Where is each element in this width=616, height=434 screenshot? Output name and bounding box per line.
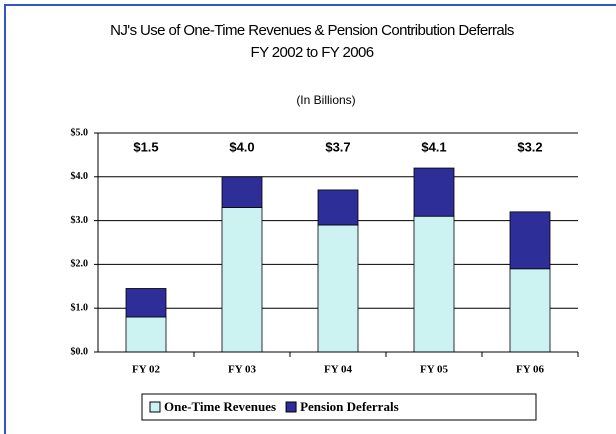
bar-segment (413, 167, 455, 217)
total-label: $3.2 (517, 139, 542, 154)
total-label: $1.5 (133, 139, 158, 154)
chart-title: NJ's Use of One-Time Revenues & Pension … (110, 22, 514, 39)
total-label: $4.1 (421, 139, 446, 154)
y-tick-label: $1.0 (71, 302, 89, 313)
bar-segment (509, 211, 551, 270)
x-tick-label: FY 04 (324, 364, 353, 376)
bar-segment (413, 215, 455, 353)
legend-box (141, 393, 537, 421)
bar-segment (221, 176, 263, 208)
bar-segment (125, 316, 167, 353)
bar-segment (317, 189, 359, 226)
y-tick-label: $5.0 (71, 127, 89, 138)
x-tick-label: FY 02 (132, 364, 161, 376)
x-tick-label: FY 05 (420, 364, 449, 376)
chart-subtitle: FY 2002 to FY 2006 (251, 44, 374, 61)
x-tick-label: FY 06 (516, 364, 545, 376)
frame (4, 4, 616, 434)
legend-label: Pension Deferrals (300, 399, 399, 414)
total-label: $3.7 (325, 139, 350, 154)
bar-segment (125, 288, 167, 318)
y-tick-label: $2.0 (71, 259, 89, 270)
legend-swatch (285, 401, 297, 413)
legend-swatch (149, 401, 161, 413)
units-note: (In Billions) (296, 93, 355, 107)
y-tick-label: $3.0 (71, 215, 89, 226)
legend-label: One-Time Revenues (164, 399, 276, 414)
y-tick-label: $0.0 (71, 346, 89, 357)
bar-segment (317, 224, 359, 353)
total-label: $4.0 (229, 139, 254, 154)
x-tick-label: FY 03 (228, 364, 257, 376)
bar-segment (509, 268, 551, 353)
y-tick-label: $4.0 (71, 171, 89, 182)
bar-segment (221, 207, 263, 353)
